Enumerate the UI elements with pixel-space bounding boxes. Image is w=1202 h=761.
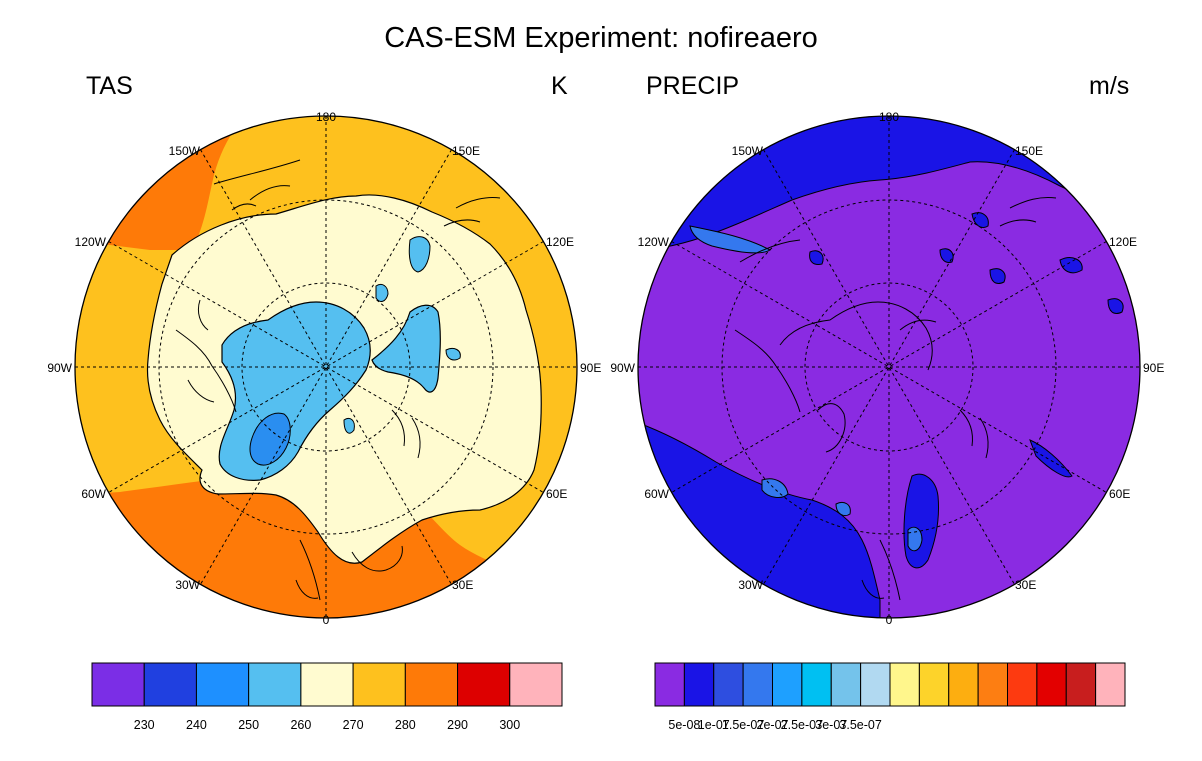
precip-colorbar-box <box>772 662 803 707</box>
precip-units-label: m/s <box>1089 72 1130 100</box>
lon-label-150w: 150W <box>732 144 764 158</box>
tas-colorbar-tick-label: 300 <box>499 718 520 732</box>
tas-colorbar-box <box>457 662 511 707</box>
tas-colorbar-tick-label: 280 <box>395 718 416 732</box>
lon-label-120e: 120E <box>1109 235 1137 249</box>
precip-colorbar: 5e-081e-071.5e-072e-072.5e-073e-073.5e-0… <box>654 662 1126 732</box>
precip-colorbar-box <box>1007 662 1038 707</box>
tas-variable-label: TAS <box>86 72 133 100</box>
precip-colorbar-tick-label: 1.5e-07 <box>722 718 764 732</box>
tas-longitude-labels: 180 150E 120E 90E 60E 30E 0 30W 60W 90W … <box>47 110 601 627</box>
lon-label-120w: 120W <box>638 235 670 249</box>
tas-colorbar-box <box>352 662 406 707</box>
tas-colorbar-box <box>300 662 354 707</box>
tas-colorbar-box <box>404 662 459 707</box>
tas-contour-fill <box>75 116 577 618</box>
precip-graticule <box>638 116 1140 618</box>
precip-colorbar-tick-label: 2.5e-07 <box>781 718 823 732</box>
lon-label-90e: 90E <box>1143 361 1164 375</box>
precip-colorbar-tick-label: 1e-07 <box>698 718 730 732</box>
precip-colorbar-box <box>889 662 920 707</box>
precip-colorbar-box <box>1095 662 1126 707</box>
precip-colorbar-tick-label: 3e-07 <box>815 718 847 732</box>
precip-coastlines <box>734 197 1057 601</box>
precip-map: 180 150E 120E 90E 60E 30E 0 30W 60W 90W … <box>610 110 1164 627</box>
lon-label-60e: 60E <box>1109 487 1130 501</box>
tas-colorbar: 230 240 250 260 270 280 290 300 <box>91 662 563 732</box>
lon-label-90e: 90E <box>580 361 601 375</box>
lon-label-180: 180 <box>316 110 336 124</box>
lon-label-60w: 60W <box>81 487 106 501</box>
tas-map-border <box>74 115 578 619</box>
precip-map-border <box>637 115 1141 619</box>
precip-longitude-labels: 180 150E 120E 90E 60E 30E 0 30W 60W 90W … <box>610 110 1164 627</box>
tas-colorbar-box <box>248 662 302 707</box>
precip-colorbar-box <box>977 662 1008 707</box>
lon-label-60w: 60W <box>644 487 669 501</box>
tas-colorbar-tick-label: 290 <box>447 718 468 732</box>
lon-label-120e: 120E <box>546 235 574 249</box>
tas-colorbar-box <box>509 662 563 707</box>
precip-colorbar-box <box>801 662 832 707</box>
tas-coastlines <box>175 159 501 601</box>
precip-colorbar-box <box>1036 662 1067 707</box>
precip-colorbar-tick-label: 5e-08 <box>668 718 700 732</box>
lon-label-30w: 30W <box>738 578 763 592</box>
lon-label-150e: 150E <box>1015 144 1043 158</box>
figure-title: CAS-ESM Experiment: nofireaero <box>384 22 818 54</box>
tas-colorbar-box <box>143 662 197 707</box>
lon-label-60e: 60E <box>546 487 567 501</box>
precip-colorbar-box <box>918 662 950 707</box>
tas-colorbar-tick-label: 260 <box>290 718 311 732</box>
tas-colorbar-box <box>195 662 250 707</box>
lon-label-120w: 120W <box>75 235 107 249</box>
lon-label-0: 0 <box>323 613 330 627</box>
precip-colorbar-box <box>713 662 744 707</box>
precip-variable-label: PRECIP <box>646 72 740 100</box>
lon-label-30e: 30E <box>1015 578 1036 592</box>
precip-colorbar-box <box>948 662 979 707</box>
tas-colorbar-box <box>91 662 145 707</box>
lon-label-30e: 30E <box>452 578 473 592</box>
lon-label-150w: 150W <box>169 144 201 158</box>
tas-units-label: K <box>551 72 568 100</box>
tas-colorbar-tick-label: 240 <box>186 718 207 732</box>
precip-colorbar-box <box>1065 662 1097 707</box>
tas-colorbar-tick-label: 230 <box>134 718 155 732</box>
precip-colorbar-tick-label: 3.5e-07 <box>839 718 881 732</box>
precip-colorbar-tick-label: 2e-07 <box>757 718 789 732</box>
lon-label-90w: 90W <box>47 361 72 375</box>
lon-label-150e: 150E <box>452 144 480 158</box>
tas-colorbar-tick-label: 270 <box>343 718 364 732</box>
lon-label-30w: 30W <box>175 578 200 592</box>
lon-label-180: 180 <box>879 110 899 124</box>
precip-colorbar-box <box>742 662 773 707</box>
precip-colorbar-box <box>830 662 862 707</box>
tas-graticule <box>75 116 577 618</box>
precip-colorbar-box <box>683 662 715 707</box>
lon-label-0: 0 <box>886 613 893 627</box>
precip-colorbar-box <box>860 662 891 707</box>
lon-label-90w: 90W <box>610 361 635 375</box>
tas-map: 180 150E 120E 90E 60E 30E 0 30W 60W 90W … <box>47 110 601 627</box>
tas-colorbar-tick-label: 250 <box>238 718 259 732</box>
precip-colorbar-box <box>654 662 685 707</box>
